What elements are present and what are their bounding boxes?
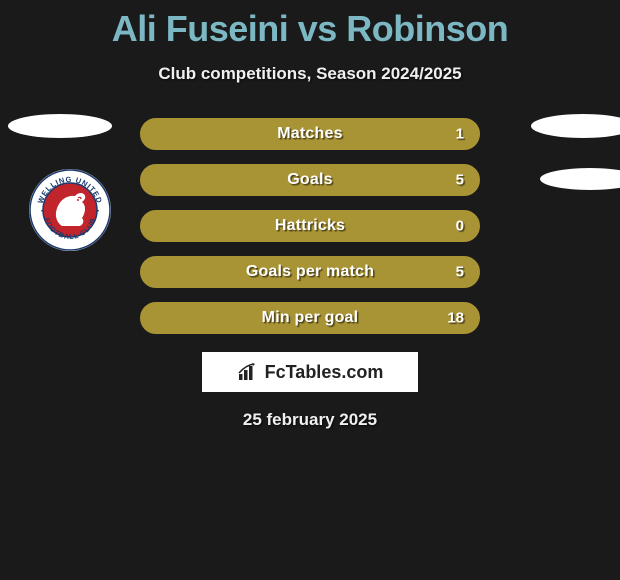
stat-value: 5 xyxy=(456,264,464,281)
bar-chart-icon xyxy=(237,362,261,382)
footer-date: 25 february 2025 xyxy=(0,410,620,430)
placeholder-ellipse-right-1 xyxy=(531,114,620,138)
stat-label: Min per goal xyxy=(262,309,359,327)
stat-label: Hattricks xyxy=(275,217,345,235)
stat-row-hattricks: Hattricks 0 xyxy=(140,210,480,242)
page-title: Ali Fuseini vs Robinson xyxy=(0,0,620,50)
stat-value: 1 xyxy=(456,126,464,143)
placeholder-ellipse-right-2 xyxy=(540,168,620,190)
club-crest-icon: WELLING UNITED FOOTBALL CLUB xyxy=(28,168,112,252)
stat-label: Matches xyxy=(277,125,342,143)
stat-row-min-per-goal: Min per goal 18 xyxy=(140,302,480,334)
brand-text: FcTables.com xyxy=(265,362,384,383)
stat-label: Goals per match xyxy=(246,263,374,281)
stat-row-matches: Matches 1 xyxy=(140,118,480,150)
placeholder-ellipse-left xyxy=(8,114,112,138)
stat-value: 5 xyxy=(456,172,464,189)
brand-badge: FcTables.com xyxy=(202,352,418,392)
stat-row-goals: Goals 5 xyxy=(140,164,480,196)
comparison-panel: WELLING UNITED FOOTBALL CLUB Matches 1 G… xyxy=(0,118,620,430)
stat-value: 18 xyxy=(447,310,464,327)
stat-label: Goals xyxy=(287,171,332,189)
page-subtitle: Club competitions, Season 2024/2025 xyxy=(0,64,620,84)
stat-row-goals-per-match: Goals per match 5 xyxy=(140,256,480,288)
stat-rows: Matches 1 Goals 5 Hattricks 0 Goals per … xyxy=(140,118,480,334)
stat-value: 0 xyxy=(456,218,464,235)
